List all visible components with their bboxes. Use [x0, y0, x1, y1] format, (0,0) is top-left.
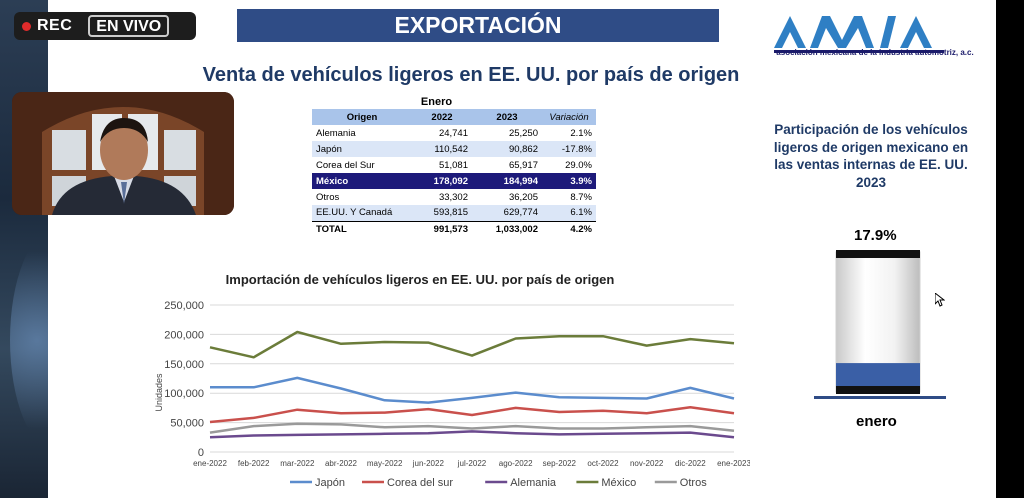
value-2023-cell: 90,862	[472, 141, 542, 157]
value-2023-cell: 25,250	[508, 127, 538, 139]
logo-subtitle: asociación mexicana de la industria auto…	[776, 48, 974, 57]
share-month-label: enero	[856, 413, 897, 430]
background-left	[0, 0, 100, 498]
y-tick-label: 50,000	[170, 418, 204, 430]
origin-cell: EE.UU. Y Canadá	[312, 205, 412, 221]
table-group-header: Enero	[420, 96, 453, 108]
x-tick-label: sep-2022	[543, 459, 577, 468]
x-tick-label: feb-2022	[238, 459, 270, 468]
share-value-label: 17.9%	[854, 227, 897, 244]
column-header: 2023	[472, 109, 542, 125]
x-tick-label: jun-2022	[412, 459, 445, 468]
table-row: Alemania 24,741 25,250 2.1%	[312, 125, 596, 141]
variation-cell: 4.2%	[542, 220, 596, 237]
x-tick-label: ago-2022	[499, 459, 533, 468]
table-row: EE.UU. Y Canadá 593,815 629,774 6.1%	[312, 205, 596, 221]
rec-label: REC	[37, 17, 73, 34]
gauge-base-line	[814, 396, 946, 399]
table-row: Japón 110,542 90,862 -17.8%	[312, 141, 596, 157]
presenter	[52, 118, 196, 215]
origin-cell: TOTAL	[312, 220, 412, 237]
x-tick-label: dic-2022	[675, 459, 706, 468]
share-cylinder-gauge	[814, 250, 946, 399]
value-2023-cell: 184,994	[472, 173, 542, 189]
x-tick-label: nov-2022	[630, 459, 664, 468]
presenter-video	[12, 92, 234, 215]
column-header: Variación	[542, 109, 596, 125]
variation-cell: 6.1%	[542, 205, 596, 221]
value-2023-cell: 36,205	[508, 191, 538, 203]
slide-title: Venta de vehículos ligeros en EE. UU. po…	[202, 64, 740, 86]
x-tick-label: oct-2022	[587, 459, 619, 468]
value-2022-cell: 33,302	[438, 191, 468, 203]
origin-cell: Corea del Sur	[316, 159, 375, 171]
y-tick-label: 200,000	[164, 329, 204, 341]
table-row-highlight: México 178,092 184,994 3.9%	[312, 173, 596, 189]
record-dot-icon	[22, 21, 31, 31]
y-axis-label: Unidades	[154, 373, 164, 412]
y-tick-label: 150,000	[164, 359, 204, 371]
variation-cell: 3.9%	[542, 173, 596, 189]
value-2022-cell: 51,081	[438, 159, 468, 171]
gauge-bottom-cap	[836, 386, 920, 394]
origin-cell: Otros	[316, 191, 340, 203]
chart-title: Importación de vehículos ligeros en EE. …	[226, 272, 615, 287]
value-2022-cell: 110,542	[412, 141, 472, 157]
value-2023-cell: 65,917	[508, 159, 538, 171]
value-2022-cell: 178,092	[412, 173, 472, 189]
background-right	[996, 0, 1024, 498]
recording-indicator: REC EN VIVO	[14, 12, 196, 40]
variation-cell: -17.8%	[542, 141, 596, 157]
x-tick-label: ene-2022	[193, 459, 227, 468]
x-tick-label: may-2022	[367, 459, 403, 468]
legend-label: México	[601, 477, 636, 489]
legend-label: Alemania	[510, 477, 557, 489]
origin-cell: México	[312, 173, 412, 189]
x-tick-label: jul-2022	[457, 459, 487, 468]
legend-label: Otros	[680, 477, 707, 489]
table-row: Otros 33,302 36,205 8.7%	[312, 189, 596, 205]
series-line-corea-del-sur	[209, 406, 735, 424]
column-header: 2022	[412, 109, 472, 125]
y-tick-label: 250,000	[164, 300, 204, 312]
section-title: EXPORTACIÓN	[237, 9, 719, 42]
presentation-slide: EXPORTACIÓN Venta de vehículos ligeros e…	[48, 0, 996, 498]
share-title: Participación de los vehículos ligeros d…	[773, 122, 969, 190]
table-total-row: TOTAL 991,573 1,033,002 4.2%	[312, 220, 596, 237]
live-badge: EN VIVO	[88, 15, 170, 37]
y-tick-label: 0	[198, 447, 204, 459]
y-tick-label: 100,000	[164, 388, 204, 400]
variation-cell: 29.0%	[565, 159, 592, 171]
legend-label: Corea del sur	[387, 477, 453, 489]
series-line-méxico	[209, 330, 735, 359]
gauge-fill	[836, 363, 920, 386]
variation-cell: 8.7%	[570, 191, 592, 203]
mouse-pointer-icon	[935, 293, 945, 307]
value-2022-cell: 24,741	[438, 127, 468, 139]
origin-cell: Alemania	[316, 127, 356, 139]
x-tick-label: mar-2022	[280, 459, 315, 468]
series-line-otros	[209, 422, 735, 434]
origin-cell: Japón	[312, 141, 412, 157]
legend-label: Japón	[315, 477, 345, 489]
gauge-top-cap	[836, 250, 920, 258]
value-2023-cell: 1,033,002	[472, 220, 542, 237]
column-header: Origen	[312, 109, 412, 125]
sales-table: Origen 2022 2023 Variación Alemania 24,7…	[312, 109, 596, 237]
series-line-japón	[210, 376, 735, 404]
x-tick-label: abr-2022	[325, 459, 358, 468]
series-line-alemania	[209, 430, 735, 439]
table-header-row: Origen 2022 2023 Variación	[312, 109, 596, 125]
table-row: Corea del Sur 51,081 65,917 29.0%	[312, 157, 596, 173]
value-2022-cell: 991,573	[412, 220, 472, 237]
import-line-chart: Importación de vehículos ligeros en EE. …	[154, 272, 750, 489]
value-2023-cell: 629,774	[472, 205, 542, 221]
value-2022-cell: 593,815	[412, 205, 472, 221]
variation-cell: 2.1%	[570, 127, 592, 139]
x-tick-label: ene-2023	[717, 459, 750, 468]
amia-logo	[774, 16, 944, 53]
